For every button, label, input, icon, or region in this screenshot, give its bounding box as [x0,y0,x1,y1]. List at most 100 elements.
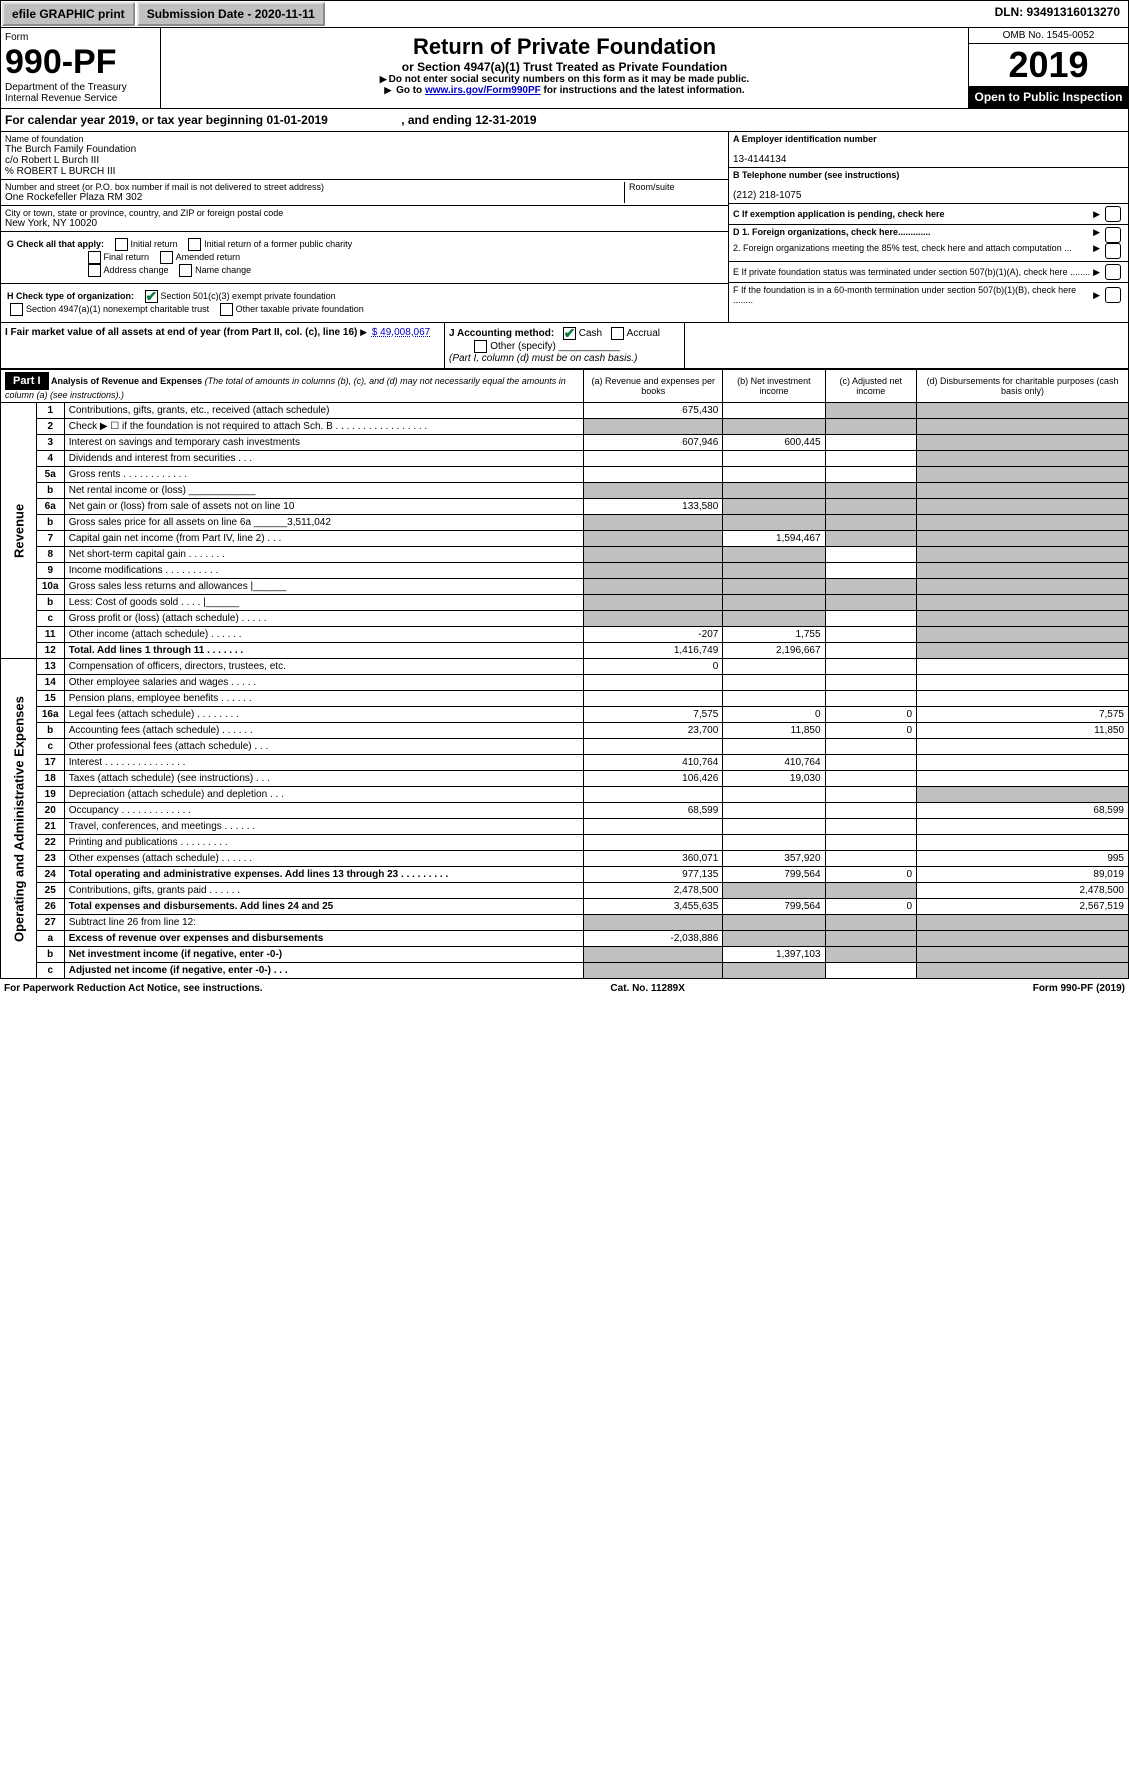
page-footer: For Paperwork Reduction Act Notice, see … [0,979,1129,998]
cb-name-change[interactable] [179,264,192,277]
line-label: Net investment income (if negative, ente… [64,947,583,963]
cb-85pct-test[interactable] [1105,243,1121,259]
col-a-header: (a) Revenue and expenses per books [584,370,723,403]
cell-b [723,563,825,579]
line-label: Gross sales price for all assets on line… [64,515,583,531]
line-label: Total expenses and disbursements. Add li… [64,899,583,915]
cb-foreign-org[interactable] [1105,227,1121,243]
cb-cash[interactable] [563,327,576,340]
cell-c [825,419,917,435]
cell-d [917,691,1129,707]
cell-d [917,931,1129,947]
line-label: Accounting fees (attach schedule) . . . … [64,723,583,739]
cb-accrual[interactable] [611,327,624,340]
cb-status-terminated[interactable] [1105,264,1121,280]
j-other: Other (specify) [490,341,556,352]
cb-4947a1[interactable] [10,303,23,316]
cell-d [917,483,1129,499]
line-number: 24 [36,867,64,883]
line-label: Contributions, gifts, grants paid . . . … [64,883,583,899]
phone-label: B Telephone number (see instructions) [733,170,1124,180]
cell-a [584,787,723,803]
cell-c [825,835,917,851]
submission-date-button[interactable]: Submission Date - 2020-11-11 [137,2,325,26]
arrow-icon [1093,209,1102,220]
cb-other-method[interactable] [474,340,487,353]
j-cash: Cash [579,328,602,339]
cell-a: 3,455,635 [584,899,723,915]
cell-c [825,515,917,531]
line-number: 18 [36,771,64,787]
calyear-mid: , and ending [401,113,475,127]
cb-final-return[interactable] [88,251,101,264]
line-number: 16a [36,707,64,723]
line-number: c [36,739,64,755]
cb-initial-former[interactable] [188,238,201,251]
arrow-icon [1093,290,1102,301]
foundation-name-3: % ROBERT L BURCH III [5,166,724,177]
line-label: Other employee salaries and wages . . . … [64,675,583,691]
cell-d [917,611,1129,627]
line-number: 21 [36,819,64,835]
cell-d [917,835,1129,851]
cell-d [917,547,1129,563]
line-label: Capital gain net income (from Part IV, l… [64,531,583,547]
cell-d [917,915,1129,931]
f-label: F If the foundation is in a 60-month ter… [733,285,1093,305]
cell-b: 2,196,667 [723,643,825,659]
cell-b [723,595,825,611]
cell-c [825,499,917,515]
cell-c [825,483,917,499]
cell-c: 0 [825,723,917,739]
cell-a [584,451,723,467]
cell-d [917,659,1129,675]
foundation-name-2: c/o Robert L Burch III [5,155,724,166]
city-label: City or town, state or province, country… [5,208,724,218]
line-number: 9 [36,563,64,579]
line-number: c [36,963,64,979]
cb-501c3[interactable] [145,290,158,303]
cell-d [917,499,1129,515]
cell-d [917,787,1129,803]
section-h: H Check type of organization: Section 50… [1,284,728,322]
cell-b [723,963,825,979]
cell-c [825,883,917,899]
cell-b [723,579,825,595]
cell-c: 0 [825,707,917,723]
efile-print-button[interactable]: efile GRAPHIC print [2,2,135,26]
line-number: 11 [36,627,64,643]
cb-initial-return[interactable] [115,238,128,251]
cell-b: 1,397,103 [723,947,825,963]
cell-a [584,611,723,627]
line-label: Other expenses (attach schedule) . . . .… [64,851,583,867]
cb-exemption-pending[interactable] [1105,206,1121,222]
city-value: New York, NY 10020 [5,218,724,229]
cell-c [825,595,917,611]
cell-c [825,803,917,819]
cell-c [825,755,917,771]
line-number: 13 [36,659,64,675]
cb-60month[interactable] [1105,287,1121,303]
g-o1: Initial return [131,239,178,249]
cell-d: 995 [917,851,1129,867]
cell-d [917,675,1129,691]
cell-c [825,851,917,867]
fmv-value: $ 49,008,067 [372,327,430,338]
cell-d [917,515,1129,531]
cell-a [584,739,723,755]
cell-c [825,435,917,451]
cell-c [825,739,917,755]
cb-amended-return[interactable] [160,251,173,264]
cb-address-change[interactable] [88,264,101,277]
line-number: 26 [36,899,64,915]
foundation-name-1: The Burch Family Foundation [5,144,724,155]
cb-other-taxable[interactable] [220,303,233,316]
address-value: One Rockefeller Plaza RM 302 [5,192,624,203]
form990pf-link[interactable]: www.irs.gov/Form990PF [425,85,541,96]
line-number: 7 [36,531,64,547]
cell-b [723,483,825,499]
line-number: 27 [36,915,64,931]
line-number: 4 [36,451,64,467]
line-label: Printing and publications . . . . . . . … [64,835,583,851]
line-label: Pension plans, employee benefits . . . .… [64,691,583,707]
